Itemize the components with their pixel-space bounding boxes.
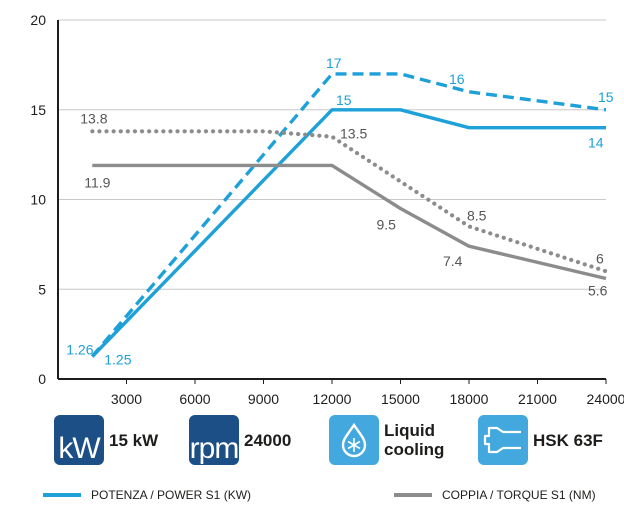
badge-power: kW 15 kW [54, 414, 158, 466]
data-label-power-solid-0: 1.25 [104, 352, 131, 368]
data-label-power-solid-2: 14 [588, 135, 604, 151]
y-tick-label-3: 15 [30, 102, 46, 118]
cooling-label: Liquid cooling [384, 421, 444, 459]
series-group [90, 72, 609, 358]
data-label-torque-dotted-1: 13.5 [340, 126, 367, 142]
x-tick-label-6: 21000 [518, 391, 557, 407]
data-label-torque-solid-3: 5.6 [588, 282, 608, 298]
speed-value: 24000 [244, 430, 292, 450]
kw-icon: kW [54, 415, 104, 465]
badge-speed: rpm 24000 [189, 414, 291, 466]
spindle-value: HSK 63F [533, 430, 603, 450]
badge-cooling: Liquid cooling [329, 414, 444, 466]
data-labels: 1.25 15 14 1.26 17 16 15 11.9 9.5 7.4 5.6 13.8 13.5 8… [66, 55, 614, 368]
cooling-line-2: cooling [384, 440, 445, 459]
legend-item-torque: COPPIA / TORQUE S1 (NM) [394, 488, 596, 502]
data-label-power-dashed-0: 1.26 [66, 341, 93, 357]
y-tick-label-0: 0 [38, 371, 46, 387]
legend: POTENZA / POWER S1 (KW) COPPIA / TORQUE … [0, 488, 624, 508]
data-label-torque-dotted-0: 13.8 [80, 110, 107, 126]
series-power-dashed [91, 72, 607, 358]
rpm-icon: rpm [189, 415, 239, 465]
data-label-torque-dotted-3: 6 [596, 250, 604, 266]
series-torque-dotted [90, 129, 609, 274]
badge-spindle: HSK 63F [478, 414, 603, 466]
x-tick-label-2: 9000 [248, 391, 279, 407]
x-tick-label-5: 18000 [450, 391, 489, 407]
data-label-power-dashed-1: 17 [326, 55, 342, 71]
series-power-solid [91, 108, 606, 358]
legend-swatch-torque [394, 493, 432, 497]
data-label-power-dashed-3: 15 [598, 89, 614, 105]
legend-label-torque: COPPIA / TORQUE S1 (NM) [442, 488, 596, 502]
power-value: 15 kW [109, 430, 159, 450]
chart-area: 0 5 10 15 20 3000 6000 9000 12000 15000 18000 21000… [30, 12, 624, 407]
series-torque-solid [92, 163, 607, 281]
spec-badges: kW 15 kW rpm 24000 Liquid cooling [0, 414, 624, 466]
x-tick-label-4: 15000 [381, 391, 420, 407]
data-label-power-solid-1: 15 [336, 92, 352, 108]
x-tick-label-7: 24000 [587, 391, 624, 407]
x-tick-label-0: 3000 [111, 391, 142, 407]
data-label-torque-dotted-2: 8.5 [467, 207, 487, 223]
legend-swatch-power [43, 493, 81, 497]
y-tick-label-2: 10 [30, 192, 46, 208]
hsk-taper-icon [478, 415, 528, 465]
kw-icon-text: kW [58, 432, 100, 465]
y-tick-label-1: 5 [38, 281, 46, 297]
rpm-icon-text: rpm [189, 432, 239, 465]
snowflake-drop-icon [329, 415, 379, 465]
data-label-torque-solid-0: 11.9 [84, 174, 110, 190]
axes: 0 5 10 15 20 3000 6000 9000 12000 15000 18000 21000… [30, 12, 624, 407]
y-tick-label-4: 20 [30, 12, 46, 28]
cooling-line-1: Liquid [384, 421, 435, 440]
legend-label-power: POTENZA / POWER S1 (KW) [91, 488, 252, 502]
data-label-power-dashed-2: 16 [449, 71, 465, 87]
data-label-torque-solid-2: 7.4 [443, 253, 463, 269]
data-label-torque-solid-1: 9.5 [377, 216, 397, 232]
legend-item-power: POTENZA / POWER S1 (KW) [43, 488, 251, 502]
x-tick-label-1: 6000 [179, 391, 210, 407]
x-tick-label-3: 12000 [313, 391, 352, 407]
